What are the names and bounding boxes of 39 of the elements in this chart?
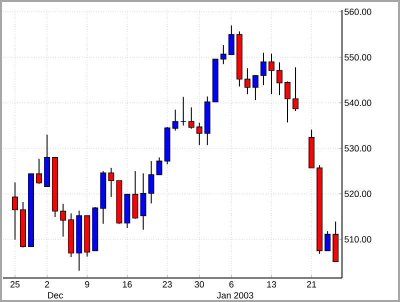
candlestick	[12, 182, 18, 240]
x-tick-label: 13	[267, 281, 276, 288]
x-tick-label: 9	[85, 281, 90, 288]
y-tick-label: 550.00	[344, 54, 372, 60]
x-tick-label: 21	[307, 281, 316, 288]
y-tick-label: 560.00	[344, 8, 372, 15]
x-tick-label: 16	[122, 281, 132, 288]
x-tick-label: 30	[194, 281, 204, 288]
candlestick	[268, 53, 274, 95]
candlestick	[148, 160, 154, 204]
candlestick	[140, 172, 146, 230]
candlestick	[180, 96, 186, 126]
text: Jan 2003	[216, 292, 254, 299]
candlestick	[132, 170, 138, 220]
text: Dec	[48, 292, 63, 298]
candlestick	[324, 230, 331, 252]
candlestick	[108, 167, 114, 198]
candlestick	[196, 122, 202, 146]
candlestick	[60, 203, 66, 238]
x-tick-label: 25	[10, 281, 20, 288]
y-tick-label: 510.00	[344, 236, 372, 243]
x-tick-label: 6	[229, 281, 234, 288]
y-tick-label: 540.00	[344, 100, 372, 106]
x-tick-label: 23	[162, 281, 172, 288]
candlestick	[228, 24, 234, 56]
y-tick-label: 530.00	[344, 145, 372, 152]
candlestick	[156, 156, 162, 176]
x-tick-label: 2	[45, 281, 50, 288]
candlestick	[220, 44, 226, 65]
candlestick	[36, 158, 42, 184]
y-tick-label: 520.00	[344, 190, 372, 198]
candlestick	[172, 109, 178, 132]
candlestick	[284, 80, 290, 123]
candlestick	[252, 75, 258, 101]
candlestick	[188, 106, 194, 130]
candlestick	[244, 68, 250, 95]
candlestick	[260, 52, 266, 86]
candlestick	[276, 62, 282, 96]
candlestick	[292, 66, 298, 112]
